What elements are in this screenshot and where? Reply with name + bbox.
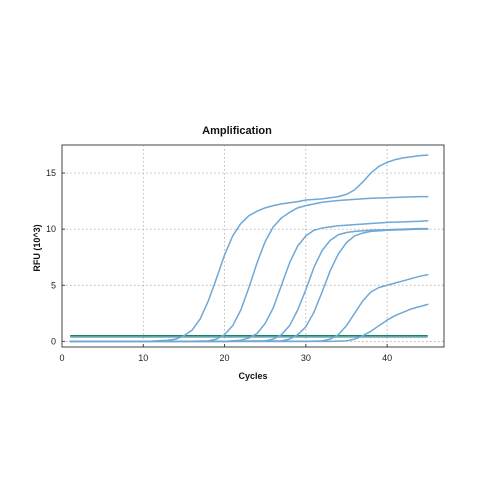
x-tick-label: 0 bbox=[59, 353, 64, 363]
chart-title: Amplification bbox=[202, 125, 272, 137]
y-axis-label: RFU (10^3) bbox=[32, 224, 42, 271]
axis-ticks: 0 10 20 30 40 0 5 10 15 bbox=[46, 168, 392, 363]
amplification-curve-3 bbox=[69, 220, 429, 343]
x-tick-label: 30 bbox=[301, 353, 311, 363]
x-axis-label: Cycles bbox=[238, 371, 267, 381]
x-tick-label: 10 bbox=[138, 353, 148, 363]
y-tick-label: 5 bbox=[51, 280, 56, 290]
y-tick-label: 10 bbox=[46, 224, 56, 234]
y-tick-label: 15 bbox=[46, 168, 56, 178]
amplification-curve-1 bbox=[69, 154, 429, 343]
threshold-layer bbox=[70, 334, 428, 338]
x-tick-label: 40 bbox=[382, 353, 392, 363]
x-tick-label: 20 bbox=[220, 353, 230, 363]
series-layer bbox=[69, 154, 429, 343]
amplification-curve-7 bbox=[69, 303, 429, 343]
y-tick-label: 0 bbox=[51, 336, 56, 346]
grid-lines bbox=[62, 145, 444, 347]
plot-area-frame bbox=[61, 144, 445, 348]
